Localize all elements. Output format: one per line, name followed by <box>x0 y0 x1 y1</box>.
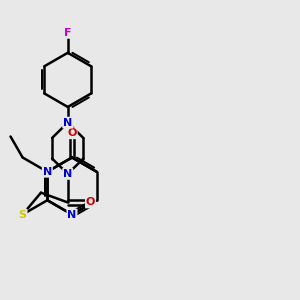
Text: N: N <box>63 118 72 128</box>
Text: O: O <box>67 128 77 138</box>
Text: N: N <box>68 209 76 220</box>
Text: F: F <box>64 28 71 38</box>
Text: S: S <box>19 209 27 220</box>
Text: O: O <box>86 197 95 207</box>
Text: N: N <box>63 169 72 179</box>
Text: N: N <box>43 167 52 177</box>
